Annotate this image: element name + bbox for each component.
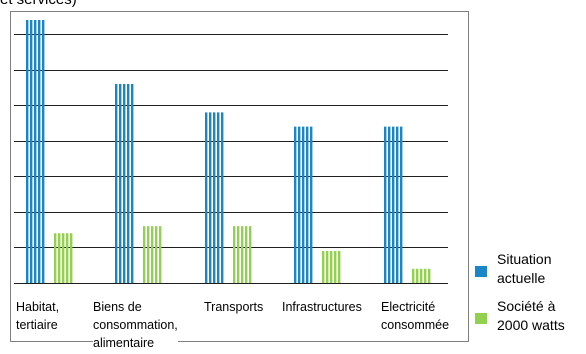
bar-stripe [159, 226, 162, 283]
category-label-4: Electricité consommée [381, 298, 450, 334]
category-label-line: consommée [381, 318, 450, 332]
bar-stripe [400, 126, 403, 284]
bar-stripe [334, 251, 337, 283]
category-label-line: alimentaire [93, 336, 155, 350]
bar-stripe [127, 83, 130, 283]
bar-stripe [209, 112, 212, 284]
bar-stripe [62, 233, 65, 283]
category-label-3: Infrastructures [282, 298, 362, 316]
bar-stripe [424, 268, 427, 283]
bar-target-2 [233, 226, 252, 283]
bar-stripe [42, 20, 45, 283]
bar-stripe [245, 226, 248, 283]
bar-stripe [306, 126, 309, 284]
bar-stripe [392, 126, 395, 284]
bar-stripe [416, 268, 419, 283]
category-label-line: Electricité [381, 300, 436, 314]
bar-stripe [38, 20, 41, 283]
category-label-line: Infrastructures [282, 300, 362, 314]
bar-current-1 [115, 83, 134, 283]
category-label-1: Biens de consommation, alimentaire [93, 298, 178, 352]
bar-current-2 [205, 112, 224, 284]
bar-stripe [119, 83, 122, 283]
category-label-2: Transports [204, 298, 264, 316]
bar-target-3 [322, 251, 341, 283]
bar-stripe [237, 226, 240, 283]
category-label-line: Biens de [93, 300, 142, 314]
category-label-line: tertiaire [16, 318, 58, 332]
bar-stripe [412, 268, 415, 283]
bar-stripe [326, 251, 329, 283]
bar-stripe [294, 126, 297, 284]
legend-label-line: Situation [497, 251, 552, 267]
bar-stripe [330, 251, 333, 283]
bar-stripe [302, 126, 305, 284]
chart-title-fragment: et services) [0, 0, 77, 8]
bar-stripe [151, 226, 154, 283]
bar-stripe [249, 226, 252, 283]
bar-stripe [70, 233, 73, 283]
bar-stripe [322, 251, 325, 283]
bar-target-4 [412, 268, 431, 283]
bar-current-4 [384, 126, 403, 284]
bar-stripe [66, 233, 69, 283]
bar-current-0 [26, 20, 45, 283]
bar-stripe [388, 126, 391, 284]
legend-swatch-current [475, 266, 487, 277]
bar-target-0 [54, 233, 73, 283]
bar-stripe [143, 226, 146, 283]
legend-label-current: Situation actuelle [497, 250, 551, 288]
bar-stripe [241, 226, 244, 283]
category-label-line: Habitat, [16, 300, 60, 314]
bar-current-3 [294, 126, 313, 284]
legend-label-target: Société à 2000 watts [497, 297, 565, 335]
bar-stripe [205, 112, 208, 284]
bar-stripe [123, 83, 126, 283]
bar-stripe [26, 20, 29, 283]
bar-target-1 [143, 226, 162, 283]
bar-stripe [428, 268, 431, 283]
bar-stripe [298, 126, 301, 284]
category-label-line: Transports [204, 300, 264, 314]
bar-stripe [396, 126, 399, 284]
legend-label-line: Société à [497, 298, 556, 314]
bar-stripe [310, 126, 313, 284]
bar-stripe [213, 112, 216, 284]
bar-stripe [30, 20, 33, 283]
bar-stripe [233, 226, 236, 283]
legend-swatch-target [475, 313, 487, 324]
category-label-0: Habitat, tertiaire [16, 298, 60, 334]
bar-stripe [420, 268, 423, 283]
bar-stripe [34, 20, 37, 283]
bar-stripe [221, 112, 224, 284]
bar-stripe [58, 233, 61, 283]
bar-stripe [155, 226, 158, 283]
bar-stripe [338, 251, 341, 283]
bar-stripe [384, 126, 387, 284]
bar-stripe [115, 83, 118, 283]
bar-stripe [217, 112, 220, 284]
legend-label-line: 2000 watts [497, 317, 565, 333]
bar-stripe [54, 233, 57, 283]
bar-stripe [131, 83, 134, 283]
legend-label-line: actuelle [497, 270, 546, 286]
bar-stripe [147, 226, 150, 283]
category-label-line: consommation, [93, 318, 178, 332]
